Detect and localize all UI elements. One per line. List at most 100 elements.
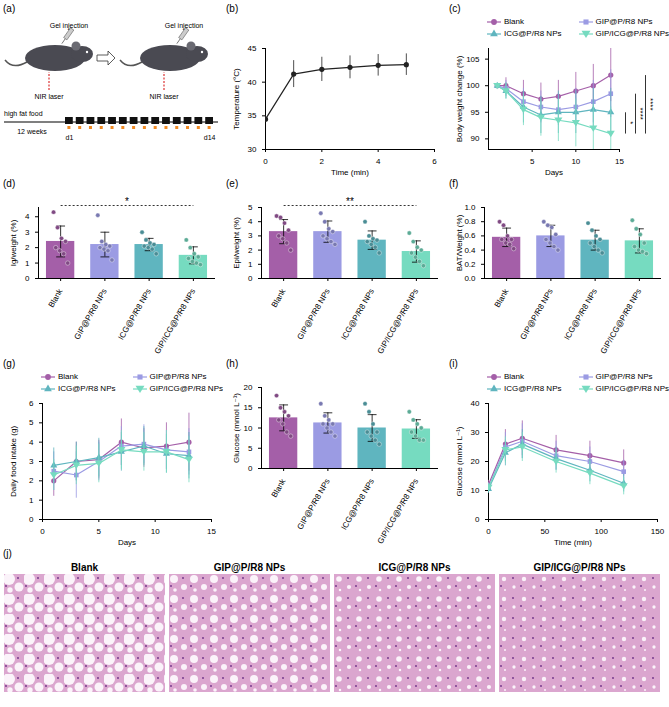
svg-text:3: 3 xyxy=(248,231,253,240)
svg-text:Glucose (mmol L⁻¹): Glucose (mmol L⁻¹) xyxy=(455,426,464,496)
svg-text:GIP/ICG@P/R8 NPs: GIP/ICG@P/R8 NPs xyxy=(599,287,644,355)
svg-text:3: 3 xyxy=(25,228,30,237)
svg-text:20: 20 xyxy=(244,383,253,392)
svg-text:0.2: 0.2 xyxy=(464,260,476,269)
svg-text:GIP@P/R8 NPs: GIP@P/R8 NPs xyxy=(296,287,332,341)
svg-text:150: 150 xyxy=(651,527,665,536)
svg-text:Time (min): Time (min) xyxy=(331,168,369,177)
svg-text:Daily food intake (g): Daily food intake (g) xyxy=(9,426,18,497)
svg-text:0.0: 0.0 xyxy=(464,274,476,283)
svg-text:5: 5 xyxy=(248,203,253,212)
svg-text:3: 3 xyxy=(29,457,34,466)
html-text:(a): (a) xyxy=(3,3,16,14)
svg-text:40: 40 xyxy=(471,399,480,408)
svg-text:*: * xyxy=(626,121,635,124)
svg-text:*: * xyxy=(125,196,129,207)
svg-text:0: 0 xyxy=(475,515,480,524)
svg-text:Days: Days xyxy=(545,168,563,177)
svg-text:0.4: 0.4 xyxy=(464,246,476,255)
svg-text:0: 0 xyxy=(25,274,30,283)
svg-text:95: 95 xyxy=(471,108,480,117)
svg-text:4: 4 xyxy=(376,157,381,166)
svg-text:0: 0 xyxy=(248,274,253,283)
svg-text:ICG@P/R8 NPs: ICG@P/R8 NPs xyxy=(340,287,377,341)
svg-text:Blank: Blank xyxy=(270,476,288,499)
svg-text:12 weeks: 12 weeks xyxy=(17,128,47,135)
svg-text:4: 4 xyxy=(248,217,253,226)
svg-text:2: 2 xyxy=(320,157,325,166)
svg-text:15: 15 xyxy=(244,403,253,412)
svg-text:0.6: 0.6 xyxy=(464,231,476,240)
svg-text:10: 10 xyxy=(571,157,580,166)
svg-text:Ig/weight (%): Ig/weight (%) xyxy=(9,219,18,266)
svg-text:GIP/ICG@P/R8 NPs: GIP/ICG@P/R8 NPs xyxy=(153,287,198,355)
svg-text:90: 90 xyxy=(471,134,480,143)
svg-text:6: 6 xyxy=(29,399,34,408)
svg-text:high fat food: high fat food xyxy=(4,110,43,118)
svg-text:1: 1 xyxy=(248,260,253,269)
svg-text:105: 105 xyxy=(466,55,480,64)
svg-text:20: 20 xyxy=(471,457,480,466)
svg-text:50: 50 xyxy=(540,527,549,536)
svg-text:2: 2 xyxy=(25,243,30,252)
svg-text:2: 2 xyxy=(248,246,253,255)
svg-text:Blank: Blank xyxy=(47,286,65,309)
svg-text:Blank: Blank xyxy=(270,286,288,309)
svg-text:0: 0 xyxy=(29,515,34,524)
svg-text:45: 45 xyxy=(248,44,257,53)
svg-text:5: 5 xyxy=(97,527,102,536)
svg-text:35: 35 xyxy=(248,111,257,120)
svg-text:15: 15 xyxy=(615,157,624,166)
svg-text:GIP/ICG@P/R8 NPs: GIP/ICG@P/R8 NPs xyxy=(376,477,421,545)
svg-text:Blank: Blank xyxy=(493,286,511,309)
svg-text:4: 4 xyxy=(25,212,30,221)
html-text:(b): (b) xyxy=(226,3,239,14)
svg-text:ICG@P/R8 NPs: ICG@P/R8 NPs xyxy=(117,287,154,341)
svg-text:GIP/ICG@P/R8 NPs: GIP/ICG@P/R8 NPs xyxy=(376,287,421,355)
svg-text:**: ** xyxy=(346,196,354,207)
svg-text:100: 100 xyxy=(594,527,608,536)
svg-text:5: 5 xyxy=(29,418,34,427)
svg-text:15: 15 xyxy=(207,527,216,536)
svg-text:10: 10 xyxy=(151,527,160,536)
svg-text:****: **** xyxy=(636,107,645,119)
svg-text:Epi/weight (%): Epi/weight (%) xyxy=(232,217,241,269)
svg-text:d14: d14 xyxy=(204,134,216,141)
svg-text:5: 5 xyxy=(248,444,253,453)
svg-text:5: 5 xyxy=(530,157,535,166)
svg-text:GIP@P/R8 NPs: GIP@P/R8 NPs xyxy=(73,287,109,341)
svg-text:ICG@P/R8 NPs: ICG@P/R8 NPs xyxy=(340,477,377,531)
svg-text:Body weight change (%): Body weight change (%) xyxy=(455,55,464,142)
svg-text:****: **** xyxy=(646,98,655,110)
svg-text:NIR laser: NIR laser xyxy=(149,93,179,100)
svg-text:4: 4 xyxy=(29,438,34,447)
svg-text:d1: d1 xyxy=(65,134,73,141)
svg-text:Gel injection: Gel injection xyxy=(50,22,89,30)
svg-text:1: 1 xyxy=(25,259,30,268)
svg-text:1: 1 xyxy=(29,496,34,505)
svg-text:2: 2 xyxy=(29,476,34,485)
svg-text:ICG@P/R8 NPs: ICG@P/R8 NPs xyxy=(563,287,600,341)
svg-text:BAT/Weight (%): BAT/Weight (%) xyxy=(455,214,464,271)
svg-text:NIR laser: NIR laser xyxy=(34,93,64,100)
svg-text:GIP@P/R8 NPs: GIP@P/R8 NPs xyxy=(296,477,332,531)
svg-text:100: 100 xyxy=(466,81,480,90)
svg-text:1.0: 1.0 xyxy=(464,203,476,212)
svg-text:0: 0 xyxy=(248,464,253,473)
svg-text:Temperature (°C): Temperature (°C) xyxy=(232,68,241,130)
svg-text:10: 10 xyxy=(471,486,480,495)
svg-text:0: 0 xyxy=(40,527,45,536)
svg-text:Time (min): Time (min) xyxy=(554,538,592,547)
svg-text:0.8: 0.8 xyxy=(464,217,476,226)
svg-text:0: 0 xyxy=(263,157,268,166)
svg-text:30: 30 xyxy=(248,145,257,154)
svg-text:40: 40 xyxy=(248,78,257,87)
svg-text:6: 6 xyxy=(432,157,437,166)
svg-text:Gel injection: Gel injection xyxy=(165,22,204,30)
svg-text:GIP@P/R8 NPs: GIP@P/R8 NPs xyxy=(519,287,555,341)
svg-text:Glucose (mmol L⁻¹): Glucose (mmol L⁻¹) xyxy=(232,393,241,463)
svg-text:30: 30 xyxy=(471,428,480,437)
svg-text:0: 0 xyxy=(486,527,491,536)
svg-text:10: 10 xyxy=(244,424,253,433)
svg-text:Days: Days xyxy=(118,538,136,547)
